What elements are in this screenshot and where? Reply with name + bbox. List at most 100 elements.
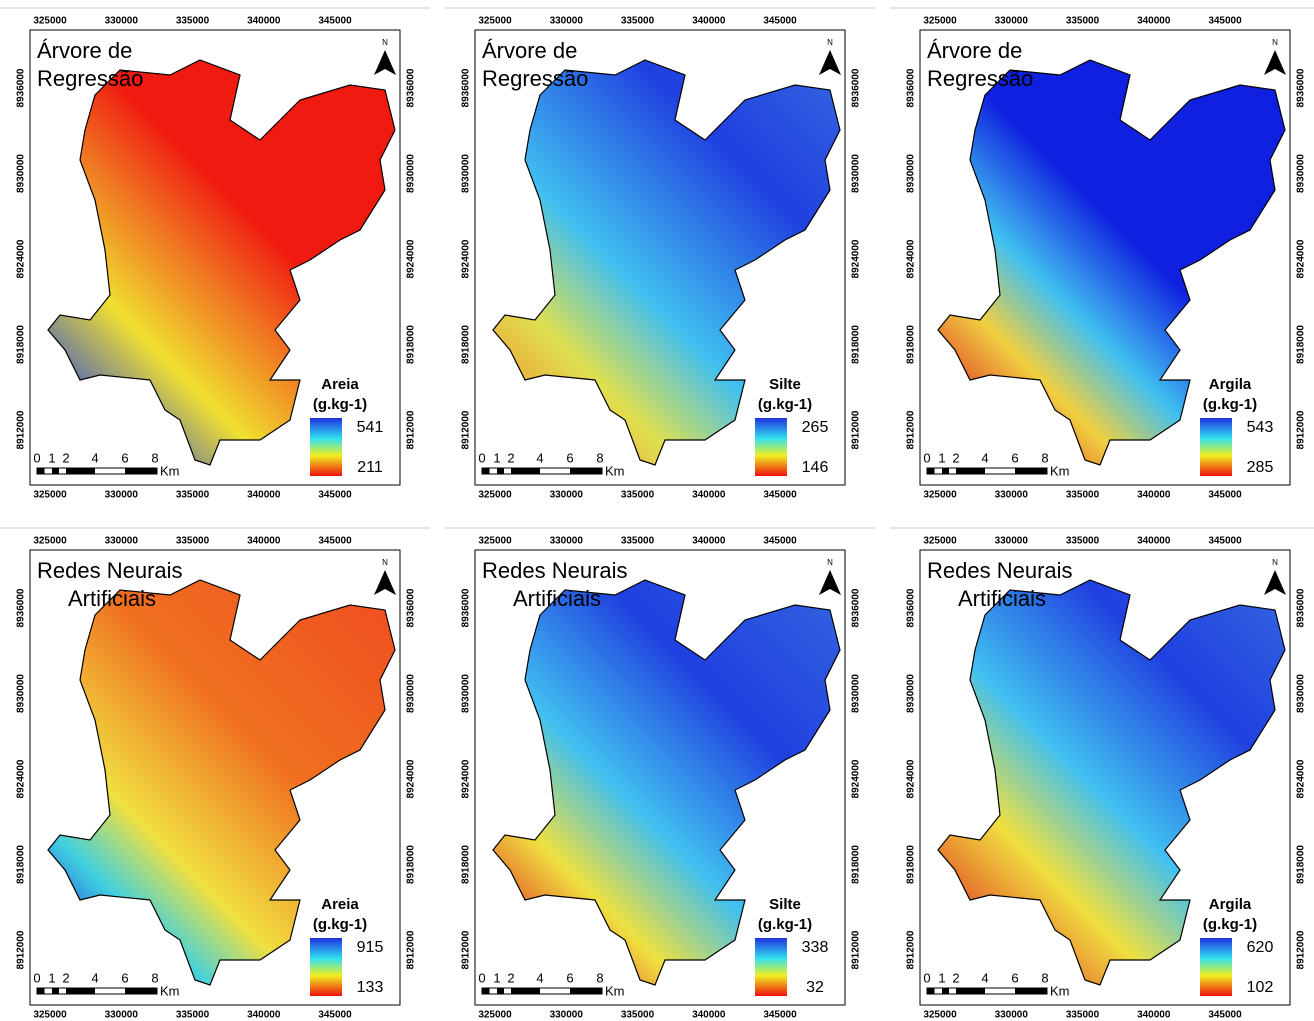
scale-segment — [482, 988, 490, 994]
scale-segment — [956, 988, 985, 994]
y-tick-label-right: 8930000 — [851, 674, 862, 713]
y-tick-label-right: 8924000 — [851, 239, 862, 278]
y-tick-label-left: 8924000 — [16, 759, 27, 798]
scale-segment — [927, 468, 935, 474]
scale-label: 2 — [952, 970, 959, 985]
x-tick-label-top: 325000 — [923, 16, 957, 27]
y-tick-label-right: 8912000 — [1296, 410, 1307, 449]
scale-segment — [1015, 468, 1047, 474]
x-tick-label-bottom: 335000 — [176, 1010, 210, 1021]
north-arrow — [819, 50, 841, 75]
x-tick-label-bottom: 345000 — [318, 1010, 352, 1021]
map-panel: 325000 325000 330000 330000 335000 335000 3400… — [0, 527, 430, 1021]
x-tick-label-top: 335000 — [621, 16, 655, 27]
legend-max: 620 — [1247, 939, 1274, 956]
scale-segment — [511, 468, 540, 474]
x-tick-label-bottom: 335000 — [621, 490, 655, 501]
x-tick-label-bottom: 340000 — [1137, 1010, 1171, 1021]
y-tick-label-left: 8930000 — [906, 674, 917, 713]
scale-segment — [1015, 988, 1047, 994]
x-tick-label-top: 330000 — [995, 16, 1029, 27]
legend-unit: (g.kg-1) — [313, 916, 367, 933]
x-tick-label-bottom: 345000 — [763, 490, 797, 501]
x-tick-label-bottom: 330000 — [995, 490, 1029, 501]
study-area — [492, 59, 841, 466]
x-tick-label-top: 340000 — [692, 536, 726, 547]
legend-min: 211 — [357, 459, 383, 476]
legend-min: 32 — [806, 979, 824, 996]
study-area — [47, 59, 396, 466]
legend-title: Silte — [769, 896, 801, 913]
y-tick-label-right: 8912000 — [1296, 930, 1307, 969]
legend-min: 133 — [357, 979, 384, 996]
legend-max: 915 — [357, 939, 384, 956]
north-label: N — [1272, 558, 1278, 567]
scale-outline — [36, 467, 158, 475]
x-tick-label-bottom: 335000 — [621, 1010, 655, 1021]
map-title: Árvore de — [927, 38, 1022, 63]
scale-segment — [570, 988, 602, 994]
scale-label: 2 — [952, 450, 959, 465]
y-tick-label-left: 8918000 — [16, 845, 27, 884]
y-tick-label-right: 8924000 — [1296, 759, 1307, 798]
legend-min: 146 — [802, 459, 829, 476]
x-tick-label-top: 345000 — [318, 16, 352, 27]
x-tick-label-top: 340000 — [1137, 16, 1171, 27]
y-tick-label-right: 8924000 — [406, 759, 417, 798]
y-tick-label-right: 8912000 — [851, 410, 862, 449]
study-area — [937, 579, 1286, 986]
scale-segment — [497, 988, 504, 994]
study-area — [937, 59, 1286, 466]
scale-unit: Km — [160, 463, 180, 478]
scale-segment — [125, 988, 157, 994]
scale-label: 2 — [62, 970, 69, 985]
y-tick-label-right: 8918000 — [851, 845, 862, 884]
map-title: Artificiais — [68, 586, 156, 611]
x-tick-label-bottom: 340000 — [692, 490, 726, 501]
y-tick-label-left: 8918000 — [461, 845, 472, 884]
scale-segment — [927, 988, 935, 994]
x-tick-label-top: 325000 — [33, 16, 67, 27]
x-tick-label-top: 335000 — [1066, 536, 1100, 547]
x-tick-label-bottom: 325000 — [923, 490, 957, 501]
scale-unit: Km — [1050, 463, 1070, 478]
north-label: N — [827, 558, 833, 567]
legend-max: 338 — [802, 939, 829, 956]
x-tick-label-top: 345000 — [763, 16, 797, 27]
map-title: Regressão — [37, 66, 143, 91]
scale-segment — [570, 468, 602, 474]
x-tick-label-top: 325000 — [478, 16, 512, 27]
study-area — [492, 579, 841, 986]
scale-label: 0 — [923, 450, 930, 465]
scale-segment — [37, 988, 45, 994]
map-panel: 325000 325000 330000 330000 335000 335000 3400… — [890, 7, 1314, 501]
map-panel: 325000 325000 330000 330000 335000 335000 3400… — [445, 527, 875, 1021]
x-tick-label-top: 335000 — [621, 536, 655, 547]
scale-label: 1 — [493, 970, 500, 985]
scale-label: 8 — [151, 970, 158, 985]
x-tick-label-top: 335000 — [1066, 16, 1100, 27]
x-tick-label-top: 325000 — [478, 536, 512, 547]
y-tick-label-left: 8918000 — [461, 325, 472, 364]
scale-segment — [956, 468, 985, 474]
y-tick-label-right: 8918000 — [1296, 845, 1307, 884]
scale-label: 8 — [596, 970, 603, 985]
scale-label: 4 — [91, 970, 98, 985]
scale-label: 0 — [478, 970, 485, 985]
x-tick-label-top: 335000 — [176, 536, 210, 547]
scale-segment — [511, 988, 540, 994]
y-tick-label-left: 8930000 — [906, 154, 917, 193]
y-tick-label-right: 8918000 — [1296, 325, 1307, 364]
scale-label: 4 — [536, 970, 543, 985]
scale-label: 6 — [121, 450, 128, 465]
y-tick-label-left: 8936000 — [906, 68, 917, 107]
x-tick-label-bottom: 325000 — [478, 490, 512, 501]
legend-title: Areia — [321, 896, 359, 913]
scale-label: 6 — [121, 970, 128, 985]
x-tick-label-top: 325000 — [33, 536, 67, 547]
legend-unit: (g.kg-1) — [758, 396, 812, 413]
x-tick-label-top: 330000 — [995, 536, 1029, 547]
y-tick-label-left: 8930000 — [16, 674, 27, 713]
x-tick-label-top: 340000 — [247, 536, 281, 547]
legend-title: Silte — [769, 376, 801, 393]
